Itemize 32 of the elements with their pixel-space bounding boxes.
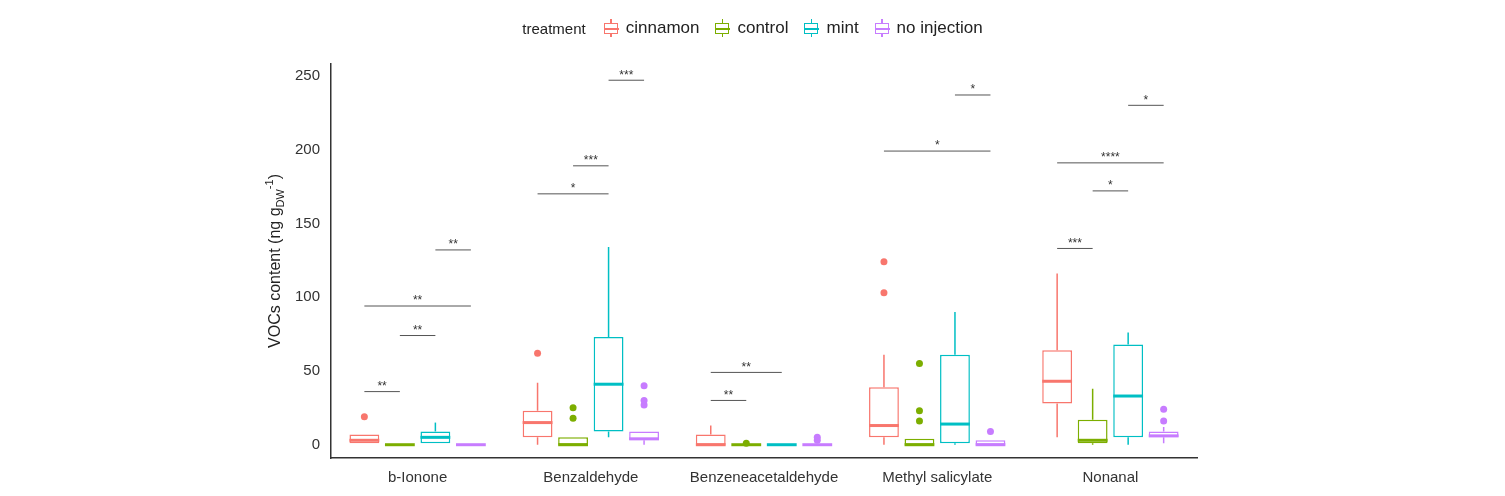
annotation: * (934, 138, 940, 153)
y-tick-label: 150 (295, 213, 321, 231)
legend-label: mint (826, 18, 859, 38)
y-tick-label: 0 (311, 434, 321, 452)
annotation: *** (583, 153, 599, 168)
annotation: ** (448, 237, 459, 252)
y-tick-label: 200 (295, 139, 321, 157)
y-tick-label: 50 (303, 361, 321, 379)
annotation: ** (412, 293, 423, 308)
annotation: * (570, 181, 576, 196)
annotation: *** (619, 67, 634, 82)
annotation: ** (377, 378, 388, 393)
x-tick-label: Benzaldehyde (543, 468, 639, 486)
annotation: *** (1067, 235, 1083, 250)
y-tick-label: 250 (295, 65, 321, 83)
legend-label: no injection (896, 18, 983, 38)
x-tick-label: b-Ionone (388, 468, 448, 486)
legend-label: control (737, 18, 789, 38)
annotation: ** (723, 387, 734, 402)
x-tick-label: Nonanal (1082, 468, 1139, 486)
y-tick-label: 100 (295, 287, 321, 305)
x-tick-label: Benzeneacetaldehyde (689, 468, 839, 486)
annotation: ** (412, 322, 423, 337)
x-tick-label: Methyl salicylate (882, 468, 993, 486)
legend-title: treatment (522, 19, 586, 37)
legend-label: cinnamon (625, 18, 700, 38)
annotation: * (1108, 178, 1114, 193)
annotation: ** (741, 359, 752, 374)
annotation: **** (1101, 150, 1121, 165)
annotation: * (1143, 92, 1149, 107)
y-axis-title: VOCs content (ng gDW-1) (263, 174, 287, 348)
annotation: * (970, 82, 976, 97)
